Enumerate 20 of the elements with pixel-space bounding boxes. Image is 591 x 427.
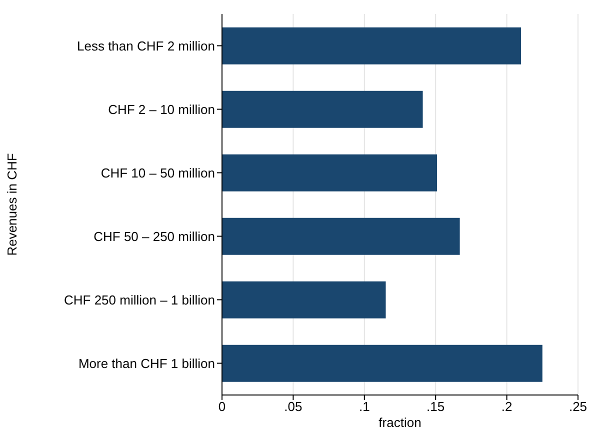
y-tick-label: Less than CHF 2 million — [77, 38, 215, 54]
y-tick-label: CHF 250 million – 1 billion — [64, 292, 215, 308]
y-tick-label: CHF 2 – 10 million — [108, 102, 215, 117]
bar — [222, 218, 460, 255]
y-tick-label: CHF 50 – 250 million — [94, 228, 215, 244]
x-tick-label: .1 — [358, 399, 370, 414]
y-tick-label: CHF 10 – 50 million — [100, 165, 215, 180]
bar — [222, 27, 522, 64]
bar — [222, 90, 423, 128]
x-tick-label: .15 — [426, 399, 445, 414]
x-tick-label: .05 — [284, 399, 302, 414]
x-tick-label: 0 — [218, 399, 226, 414]
x-tick-label: .2 — [501, 399, 512, 414]
y-tick-label: More than CHF 1 billion — [78, 356, 215, 371]
x-tick-label: .25 — [568, 399, 588, 414]
y-axis-title: Revenues in CHF — [4, 153, 20, 256]
x-axis-title: fraction — [378, 415, 422, 427]
bar — [222, 344, 542, 382]
bar — [222, 154, 438, 192]
bar — [222, 281, 386, 318]
